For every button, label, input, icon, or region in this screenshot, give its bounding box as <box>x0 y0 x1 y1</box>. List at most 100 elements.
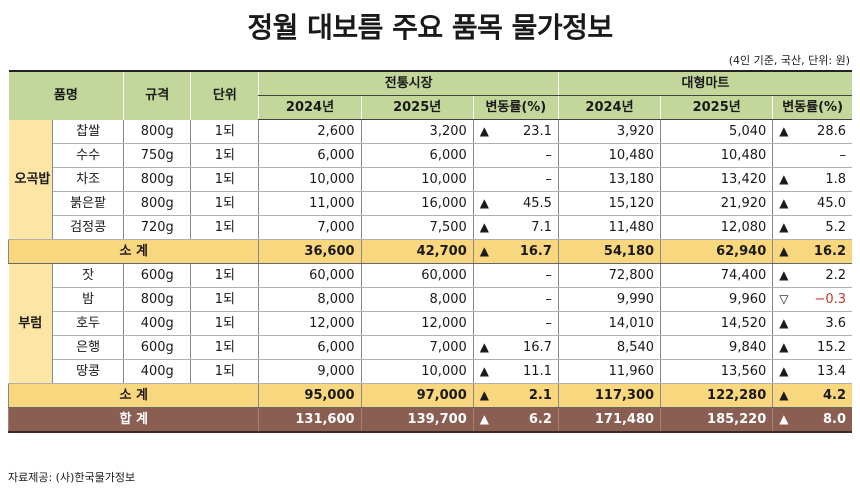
trad-2025-price: 6,000 <box>360 143 474 168</box>
change-arrow-icon: ▽ <box>779 292 789 306</box>
mart-change: ▲ 4.2 <box>772 383 852 408</box>
table-row: 검정콩 720g 1되 7,000 7,500 ▲ 7.1 11,480 12,080 ▲ 5.2 <box>9 215 852 240</box>
mart-2025-price: 13,420 <box>660 167 773 192</box>
trad-2025-price: 12,000 <box>360 311 474 336</box>
group-label: 오곡밥 <box>8 119 54 240</box>
trad-change: ▲ 23.1 <box>472 119 559 144</box>
change-value: – <box>839 148 847 163</box>
price-table: 품명 규격 단위 전통시장 대형마트 2024년 2025년 변동률(%) 20… <box>7 70 852 433</box>
trad-change: ▲ 45.5 <box>472 191 559 216</box>
trad-2025-price: 3,200 <box>360 119 474 144</box>
total-label: 합 계 <box>7 407 259 433</box>
mart-change: ▲ 5.2 <box>772 215 852 240</box>
item-name: 검정콩 <box>52 215 124 240</box>
mart-2024-price: 72,800 <box>557 263 661 288</box>
mart-2025-price: 185,220 <box>660 407 773 433</box>
mart-2025-price: 74,400 <box>660 263 773 288</box>
trad-change: ▲ 16.7 <box>472 239 559 264</box>
item-unit: 1되 <box>190 263 259 288</box>
trad-2025-price: 16,000 <box>360 191 474 216</box>
mart-change: ▲ 45.0 <box>772 191 852 216</box>
mart-2024-price: 15,120 <box>557 191 661 216</box>
change-arrow-icon: ▲ <box>779 220 789 234</box>
change-arrow-icon: ▲ <box>779 244 789 258</box>
mart-change: ▲ 13.4 <box>772 359 852 384</box>
change-value: 15.2 <box>817 340 846 355</box>
change-value: 13.4 <box>817 364 846 379</box>
trad-change: ▲ 11.1 <box>472 359 559 384</box>
mart-change: ▲ 2.2 <box>772 263 852 288</box>
item-name: 수수 <box>52 143 124 168</box>
trad-2024-price: 6,000 <box>258 335 362 360</box>
header-trad-2024: 2024년 <box>258 95 362 120</box>
item-unit: 1되 <box>190 311 259 336</box>
mart-2025-price: 21,920 <box>660 191 773 216</box>
change-value: 7.1 <box>531 220 552 235</box>
item-spec: 600g <box>123 335 191 360</box>
change-arrow-icon: ▲ <box>779 340 789 354</box>
mart-2024-price: 9,990 <box>557 287 661 312</box>
item-spec: 720g <box>123 215 191 240</box>
table-row: 은행 600g 1되 6,000 7,000 ▲ 16.7 8,540 9,840 ▲ 15.2 <box>9 335 852 360</box>
subtotal-label: 소 계 <box>7 239 259 264</box>
unit-note: (4인 기준, 국산, 단위: 원) <box>728 54 850 67</box>
change-arrow-icon: ▲ <box>779 196 789 210</box>
item-spec: 600g <box>123 263 191 288</box>
mart-2025-price: 5,040 <box>660 119 773 144</box>
mart-2024-price: 11,480 <box>557 215 661 240</box>
change-arrow-icon: ▲ <box>479 196 489 210</box>
table-row: 땅콩 400g 1되 9,000 10,000 ▲ 11.1 11,960 13,560 ▲ 13.… <box>9 359 852 384</box>
mart-change: ▲ 15.2 <box>772 335 852 360</box>
trad-2024-price: 12,000 <box>258 311 362 336</box>
trad-2024-price: 9,000 <box>258 359 362 384</box>
mart-2025-price: 10,480 <box>660 143 773 168</box>
mart-change: ▲ 8.0 <box>772 407 852 433</box>
item-unit: 1되 <box>190 359 259 384</box>
item-unit: 1되 <box>190 167 259 192</box>
table-body: 오곡밥 찹쌀 800g 1되 2,600 3,200 ▲ 23.1 3,920 5,040 ▲ 28.… <box>7 119 852 433</box>
table-row: 오곡밥 찹쌀 800g 1되 2,600 3,200 ▲ 23.1 3,920 5,040 ▲ 28.… <box>8 119 852 240</box>
trad-2025-price: 7,500 <box>360 215 474 240</box>
mart-2024-price: 13,180 <box>557 167 661 192</box>
trad-2024-price: 36,600 <box>258 239 362 264</box>
mart-change: ▲ 1.8 <box>772 167 852 192</box>
item-spec: 800g <box>123 119 191 144</box>
trad-change: ▲ 16.7 <box>472 335 559 360</box>
mart-2024-price: 14,010 <box>557 311 661 336</box>
mart-2025-price: 9,840 <box>660 335 773 360</box>
change-arrow-icon: ▲ <box>779 364 789 378</box>
change-arrow-icon: ▲ <box>479 340 489 354</box>
header-trad-2025: 2025년 <box>360 95 474 120</box>
mart-2024-price: 8,540 <box>557 335 661 360</box>
trad-2025-price: 10,000 <box>360 167 474 192</box>
mart-2025-price: 14,520 <box>660 311 773 336</box>
subtotal-row: 소 계 36,600 42,700 ▲ 16.7 54,180 62,940 ▲ 16.2 <box>7 239 852 264</box>
change-arrow-icon: ▲ <box>479 124 489 138</box>
trad-change: – <box>472 143 559 168</box>
trad-change: – <box>472 263 559 288</box>
mart-change: ▲ 28.6 <box>772 119 852 144</box>
mart-2025-price: 13,560 <box>660 359 773 384</box>
header-unit: 단위 <box>190 70 259 120</box>
header-mart-2024: 2024년 <box>557 95 661 120</box>
item-spec: 750g <box>123 143 191 168</box>
change-arrow-icon: ▲ <box>779 412 789 426</box>
header-mart-2025: 2025년 <box>660 95 773 120</box>
trad-change: ▲ 7.1 <box>472 215 559 240</box>
header-traditional-market: 전통시장 <box>258 70 559 96</box>
change-value: – <box>545 268 552 283</box>
change-value: 1.8 <box>825 172 846 187</box>
change-value: 3.6 <box>825 316 846 331</box>
change-value: 5.2 <box>825 220 846 235</box>
change-value: – <box>545 292 552 307</box>
mart-2024-price: 117,300 <box>557 383 661 408</box>
item-unit: 1되 <box>190 215 259 240</box>
item-name: 땅콩 <box>52 359 124 384</box>
mart-2024-price: 11,960 <box>557 359 661 384</box>
trad-2025-price: 42,700 <box>360 239 474 264</box>
trad-2024-price: 6,000 <box>258 143 362 168</box>
change-value: 2.2 <box>825 268 846 283</box>
change-value: – <box>545 172 552 187</box>
change-arrow-icon: ▲ <box>779 316 789 330</box>
item-unit: 1되 <box>190 119 259 144</box>
